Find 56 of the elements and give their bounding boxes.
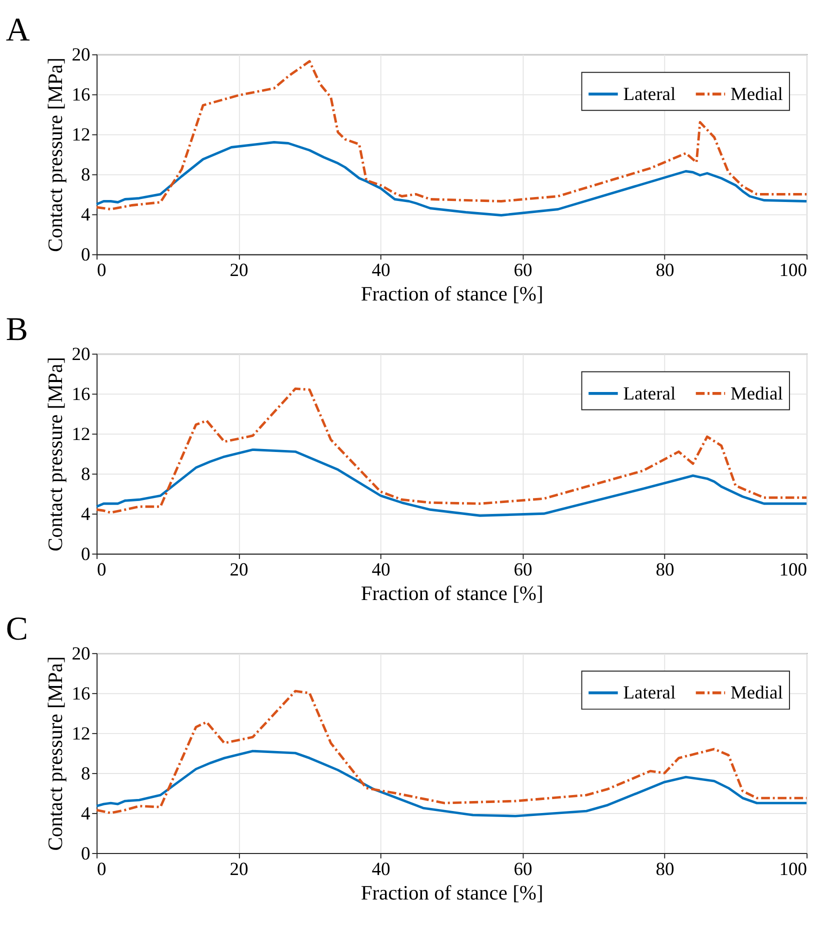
y-tick-label: 12 — [72, 723, 90, 744]
y-tick-label: 4 — [80, 803, 90, 824]
x-tick-label: 40 — [372, 560, 390, 581]
legend-label: Medial — [730, 84, 783, 105]
x-tick-label: 60 — [514, 858, 532, 880]
x-tick-label: 80 — [656, 858, 674, 880]
legend-label: Lateral — [623, 84, 676, 105]
y-tick-label: 0 — [80, 843, 90, 864]
y-tick-label: 4 — [80, 504, 90, 525]
x-axis-title: Fraction of stance [%] — [360, 582, 544, 605]
y-tick-label: 8 — [80, 763, 90, 784]
y-tick-label: 20 — [72, 643, 90, 664]
y-tick-label: 8 — [80, 164, 90, 186]
x-tick-label: 40 — [372, 858, 390, 880]
x-tick-label: 20 — [230, 560, 248, 581]
line-series — [95, 448, 808, 517]
legend-label: Lateral — [623, 383, 676, 404]
y-axis-title: Contact pressure [MPa] — [44, 58, 67, 252]
line-series — [95, 750, 808, 818]
x-tick-label: 80 — [656, 260, 674, 282]
y-tick-label: 0 — [80, 544, 90, 565]
line-series — [95, 141, 808, 216]
y-axis-title: Contact pressure [MPa] — [44, 356, 67, 552]
x-tick-label: 60 — [514, 560, 532, 581]
x-axis-title: Fraction of stance [%] — [360, 882, 544, 904]
x-tick-label: 40 — [372, 260, 390, 282]
x-tick-label: 20 — [230, 260, 248, 282]
line-series — [95, 60, 808, 210]
x-tick-label: 20 — [230, 858, 248, 880]
y-tick-label: 0 — [80, 244, 90, 266]
legend-label: Medial — [730, 383, 783, 404]
line-series — [95, 387, 808, 514]
chart-title: C — [6, 610, 28, 648]
legend-label: Medial — [730, 682, 783, 704]
y-tick-label: 8 — [80, 464, 90, 485]
y-tick-label: 16 — [72, 683, 90, 704]
x-tick-label: 0 — [97, 858, 106, 880]
chart-title: B — [6, 311, 28, 348]
y-tick-label: 16 — [72, 384, 90, 406]
x-axis-title: Fraction of stance [%] — [360, 284, 544, 306]
y-tick-label: 12 — [72, 124, 90, 146]
x-tick-label: 0 — [97, 560, 106, 581]
y-axis-title: Contact pressure [MPa] — [44, 656, 67, 851]
y-tick-label: 20 — [72, 344, 90, 366]
chart-title: A — [6, 12, 30, 49]
y-tick-label: 12 — [72, 424, 90, 446]
legend-label: Lateral — [623, 682, 676, 704]
x-tick-label: 0 — [97, 260, 106, 282]
x-tick-label: 100 — [779, 260, 808, 282]
x-tick-label: 100 — [779, 858, 808, 880]
x-tick-label: 60 — [514, 260, 532, 282]
y-tick-label: 16 — [72, 84, 90, 106]
x-tick-label: 80 — [656, 560, 674, 581]
y-tick-label: 4 — [80, 204, 90, 226]
x-tick-label: 100 — [779, 560, 808, 581]
y-tick-label: 20 — [72, 44, 90, 66]
